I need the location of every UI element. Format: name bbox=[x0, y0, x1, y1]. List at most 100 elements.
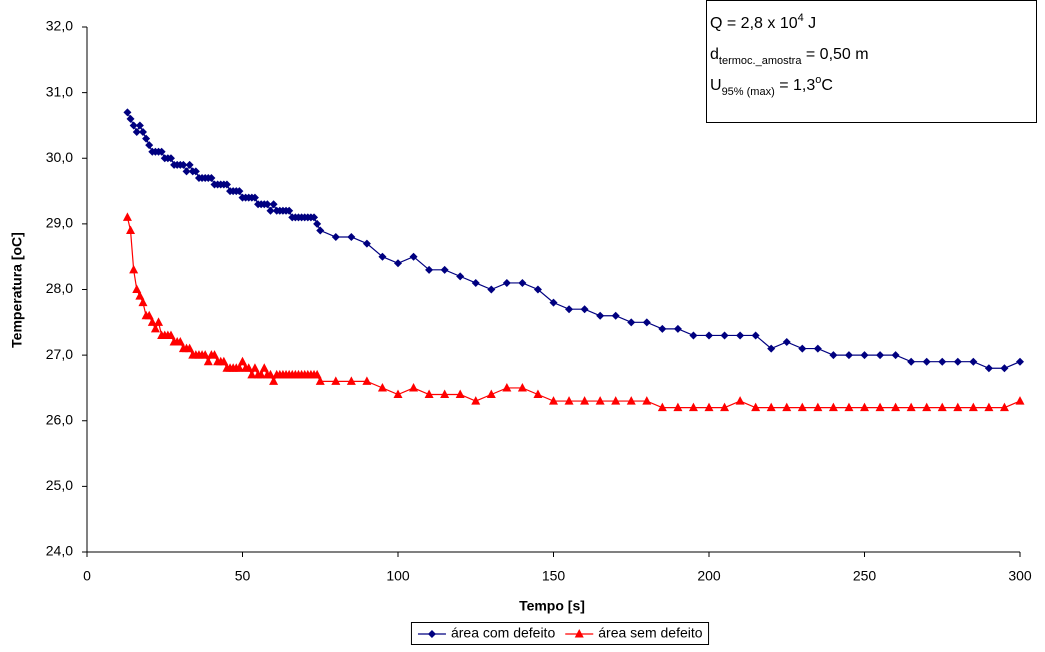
marker bbox=[984, 402, 994, 412]
y-tick-label: 27,0 bbox=[46, 346, 73, 362]
marker bbox=[175, 337, 185, 346]
marker bbox=[219, 356, 229, 366]
y-tick-label: 29,0 bbox=[46, 215, 73, 231]
marker bbox=[564, 396, 574, 405]
annotation-line: dtermoc._amostra = 0,50 m bbox=[710, 46, 869, 67]
marker bbox=[922, 402, 932, 412]
marker bbox=[122, 212, 132, 221]
y-tick-label: 32,0 bbox=[46, 18, 73, 34]
marker bbox=[147, 317, 157, 326]
marker bbox=[378, 252, 387, 261]
marker bbox=[968, 402, 978, 412]
marker bbox=[250, 193, 259, 202]
legend: área com defeito área sem defeito bbox=[410, 622, 710, 645]
marker bbox=[312, 369, 322, 379]
y-tick-label: 31,0 bbox=[46, 83, 73, 99]
marker bbox=[595, 396, 605, 405]
marker bbox=[235, 187, 244, 196]
marker bbox=[906, 402, 916, 412]
marker bbox=[813, 402, 823, 412]
marker bbox=[313, 219, 322, 228]
marker bbox=[611, 396, 621, 405]
marker bbox=[455, 389, 465, 398]
marker bbox=[782, 402, 792, 412]
x-tick-label: 0 bbox=[83, 568, 91, 584]
annotation-line: U95% (max) = 1,3oC bbox=[710, 74, 833, 98]
annotation-text: Q = 2,8 x 10 bbox=[710, 15, 798, 32]
marker bbox=[502, 382, 512, 392]
marker bbox=[234, 363, 244, 372]
marker bbox=[487, 285, 496, 294]
marker bbox=[875, 402, 885, 412]
y-tick-label: 24,0 bbox=[46, 543, 73, 559]
marker bbox=[860, 351, 869, 360]
marker bbox=[185, 160, 194, 169]
marker bbox=[315, 376, 325, 385]
marker bbox=[126, 114, 135, 123]
marker bbox=[179, 160, 188, 169]
marker bbox=[907, 357, 916, 366]
marker bbox=[766, 402, 776, 412]
marker bbox=[266, 206, 275, 215]
marker bbox=[549, 396, 558, 405]
marker bbox=[829, 351, 838, 360]
marker bbox=[362, 239, 371, 248]
marker bbox=[427, 630, 436, 638]
marker bbox=[688, 402, 698, 412]
marker bbox=[797, 402, 807, 412]
marker bbox=[331, 233, 340, 241]
marker bbox=[259, 363, 269, 372]
marker bbox=[157, 147, 166, 156]
marker bbox=[549, 298, 558, 307]
marker bbox=[642, 318, 651, 327]
marker bbox=[533, 389, 543, 398]
annotation-text: 95% (max) bbox=[722, 86, 775, 98]
marker bbox=[145, 141, 154, 150]
marker bbox=[580, 396, 590, 405]
marker bbox=[533, 285, 542, 294]
marker bbox=[642, 396, 652, 405]
y-tick-label: 30,0 bbox=[46, 149, 73, 165]
marker bbox=[440, 265, 449, 274]
marker bbox=[150, 323, 160, 333]
marker bbox=[285, 206, 294, 215]
marker bbox=[238, 356, 247, 366]
marker bbox=[937, 402, 947, 412]
annotation-text: C bbox=[821, 77, 833, 94]
marker bbox=[844, 402, 854, 412]
marker bbox=[210, 350, 220, 359]
marker bbox=[182, 167, 191, 176]
marker bbox=[502, 278, 511, 287]
marker bbox=[891, 351, 900, 360]
marker bbox=[1015, 396, 1025, 405]
marker bbox=[751, 402, 761, 412]
marker bbox=[203, 356, 213, 366]
marker bbox=[798, 344, 807, 353]
marker bbox=[185, 343, 195, 353]
marker bbox=[132, 284, 142, 293]
x-tick-label: 150 bbox=[542, 568, 566, 584]
annotation-line: Q = 2,8 x 104 J bbox=[710, 12, 816, 32]
marker bbox=[999, 402, 1009, 412]
x-tick-label: 50 bbox=[235, 568, 251, 584]
marker bbox=[347, 233, 356, 241]
marker bbox=[953, 402, 963, 412]
y-axis-title: Temperatura [oC] bbox=[9, 232, 25, 348]
y-tick-label: 28,0 bbox=[46, 280, 73, 296]
marker bbox=[1016, 357, 1024, 366]
x-tick-label: 300 bbox=[1008, 568, 1032, 584]
marker bbox=[123, 108, 132, 117]
annotation-text: termoc._amostra bbox=[719, 55, 802, 67]
marker bbox=[207, 173, 216, 182]
marker bbox=[860, 402, 869, 412]
x-tick-label: 100 bbox=[386, 568, 410, 584]
marker bbox=[346, 376, 356, 385]
marker bbox=[135, 291, 145, 300]
marker bbox=[471, 278, 480, 287]
marker bbox=[250, 363, 260, 372]
marker bbox=[166, 330, 176, 339]
annotation-text: o bbox=[815, 74, 821, 86]
y-tick-label: 25,0 bbox=[46, 477, 73, 493]
marker bbox=[813, 344, 822, 353]
marker bbox=[263, 200, 272, 209]
